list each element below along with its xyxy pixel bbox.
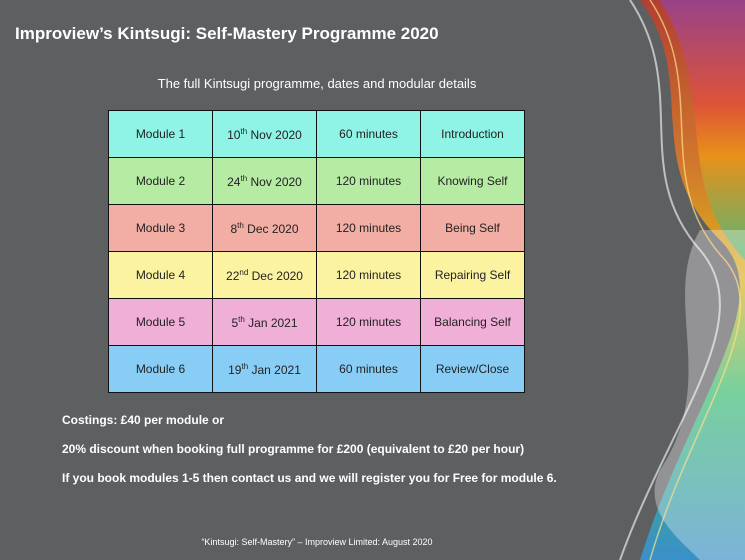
date-rest: Jan 2021: [248, 362, 301, 377]
module-cell: Module 5: [108, 298, 213, 346]
title: Improview’s Kintsugi: Self-Mastery Progr…: [15, 24, 439, 43]
duration-cell: 120 minutes: [316, 157, 421, 205]
table-row: Module 2 24th Nov 2020 120 minutes Knowing …: [108, 157, 525, 205]
date-rest: Nov 2020: [247, 127, 302, 142]
duration-cell: 60 minutes: [316, 110, 421, 158]
module-cell: Module 3: [108, 204, 213, 252]
date-rest: Dec 2020: [243, 221, 299, 236]
topic-cell: Being Self: [420, 204, 525, 252]
duration-cell: 120 minutes: [316, 298, 421, 346]
date-suffix: th: [240, 126, 248, 136]
subtitle: The full Kintsugi programme, dates and m…: [157, 76, 477, 91]
module-cell: Module 6: [108, 345, 213, 393]
date-day: 10: [227, 127, 241, 142]
table-row: Module 1 10th Nov 2020 60 minutes Introduct…: [108, 110, 525, 158]
topic-cell: Knowing Self: [420, 157, 525, 205]
footer: “Kintsugi: Self-Mastery” – Improview Lim…: [201, 537, 433, 547]
date-suffix: th: [237, 220, 244, 230]
module-cell: Module 2: [108, 157, 213, 205]
date-cell: 5th Jan 2021: [212, 298, 317, 346]
date-cell: 24th Nov 2020: [212, 157, 317, 205]
duration-cell: 120 minutes: [316, 204, 421, 252]
topic-cell: Repairing Self: [420, 251, 525, 299]
date-day: 19: [228, 362, 242, 377]
date-cell: 10th Nov 2020: [212, 110, 317, 158]
table-row: Module 6 19th Jan 2021 60 minutes Review/Cl…: [108, 345, 525, 393]
note: Costings: £40 per module or: [62, 413, 225, 427]
date-day: 22: [226, 268, 240, 283]
table-row: Module 3 8th Dec 2020 120 minutes Being Sel…: [108, 204, 525, 252]
table-row: Module 5 5th Jan 2021 120 minutes Balancing…: [108, 298, 525, 346]
date-cell: 8th Dec 2020: [212, 204, 317, 252]
date-rest: Nov 2020: [247, 174, 302, 189]
note: 20% discount when booking full programme…: [62, 442, 525, 456]
date-rest: Dec 2020: [248, 268, 303, 283]
date-suffix: th: [241, 361, 249, 371]
date-day: 8: [230, 221, 238, 236]
date-suffix: th: [238, 314, 245, 324]
topic-cell: Review/Close: [420, 345, 525, 393]
date-rest: Jan 2021: [244, 315, 298, 330]
module-cell: Module 4: [108, 251, 213, 299]
date-day: 5: [231, 315, 239, 330]
programme-table: Module 1 10th Nov 2020 60 minutes Introduct…: [108, 110, 525, 393]
date-suffix: th: [240, 173, 248, 183]
table-row: Module 4 22nd Dec 2020 120 minutes Repairin…: [108, 251, 525, 299]
note: If you book modules 1-5 then contact us …: [62, 471, 557, 485]
date-day: 24: [227, 174, 241, 189]
date-cell: 19th Jan 2021: [212, 345, 317, 393]
topic-cell: Balancing Self: [420, 298, 525, 346]
date-suffix: nd: [239, 267, 249, 277]
duration-cell: 60 minutes: [316, 345, 421, 393]
duration-cell: 120 minutes: [316, 251, 421, 299]
topic-cell: Introduction: [420, 110, 525, 158]
module-cell: Module 1: [108, 110, 213, 158]
date-cell: 22nd Dec 2020: [212, 251, 317, 299]
